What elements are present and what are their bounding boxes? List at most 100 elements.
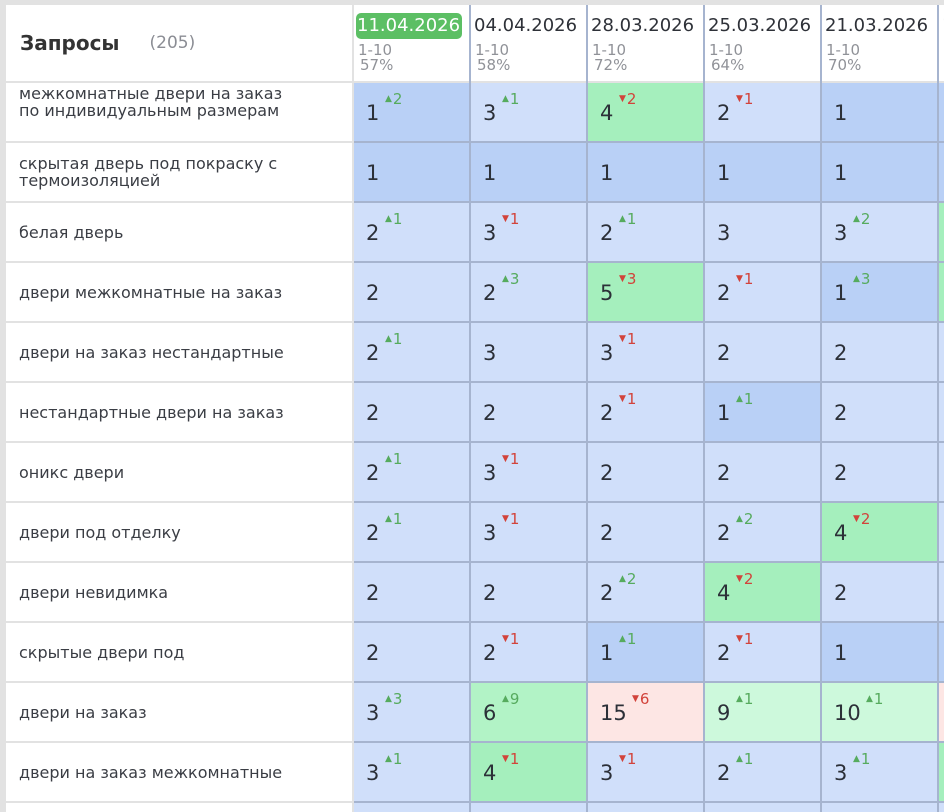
position-cell[interactable]: 4 ▼2	[822, 503, 937, 563]
position-cell[interactable]	[939, 143, 944, 203]
date-label[interactable]: 28.03.2026	[591, 15, 695, 36]
position-cell[interactable]: 1	[822, 83, 937, 143]
query-row[interactable]: скрытые двери под	[6, 623, 352, 683]
date-column-header[interactable]: 21.03.2026 1-10 70%	[822, 5, 937, 83]
position-cell[interactable]: 2 ▼1	[705, 623, 820, 683]
date-column-header[interactable]: 25.03.2026 1-10 64%	[705, 5, 820, 83]
position-cell[interactable]: 3 ▼1	[471, 203, 586, 263]
position-cell[interactable]: 3	[705, 203, 820, 263]
position-cell[interactable]: 2 ▲1	[588, 203, 703, 263]
position-cell[interactable]	[939, 743, 944, 803]
position-cell[interactable]	[939, 623, 944, 683]
query-row[interactable]: двери невидимка	[6, 563, 352, 623]
position-cell[interactable]: 9 ▲1	[705, 683, 820, 743]
date-label[interactable]: 1	[941, 13, 944, 39]
date-label[interactable]: 04.04.2026	[474, 15, 578, 36]
position-cell[interactable]: 2	[822, 563, 937, 623]
date-column-header[interactable]: 11.04.2026 1-10 57%	[354, 5, 469, 83]
query-row[interactable]: межкомнатные двери на заказ по индивидуа…	[6, 83, 352, 143]
position-cell[interactable]: 2	[471, 563, 586, 623]
position-cell[interactable]: 3 ▼1	[588, 743, 703, 803]
position-cell[interactable]: 2 ▲1	[354, 443, 469, 503]
position-cell[interactable]: 2 ▼1	[588, 383, 703, 443]
position-cell[interactable]: 5 ▼3	[588, 263, 703, 323]
position-cell[interactable]: 1	[822, 623, 937, 683]
position-cell[interactable]: 2	[354, 383, 469, 443]
date-label[interactable]: 25.03.2026	[708, 15, 812, 36]
position-cell[interactable]: 4 ▼1	[471, 743, 586, 803]
position-cell[interactable]	[705, 803, 820, 812]
position-cell[interactable]: 2 ▼1	[471, 623, 586, 683]
position-cell[interactable]	[939, 803, 944, 812]
position-cell[interactable]: 1	[471, 143, 586, 203]
position-cell[interactable]	[822, 803, 937, 812]
position-cell[interactable]: 2 ▼1	[705, 263, 820, 323]
position-cell[interactable]: 2	[822, 383, 937, 443]
position-cell[interactable]: 2	[822, 443, 937, 503]
position-cell[interactable]: 2 ▲1	[705, 743, 820, 803]
position-cell[interactable]: 3 ▼1	[588, 323, 703, 383]
position-cell[interactable]: 15 ▼6	[588, 683, 703, 743]
query-row[interactable]: двери межкомнатные на заказ	[6, 263, 352, 323]
position-cell[interactable]: 3 ▲2	[822, 203, 937, 263]
position-cell[interactable]: 2 ▲2	[705, 503, 820, 563]
position-cell[interactable]: 3 ▲1	[354, 743, 469, 803]
position-cell[interactable]: 1	[588, 143, 703, 203]
query-row[interactable]: оникс двери	[6, 443, 352, 503]
query-row[interactable]: двери на заказ межкомнатные	[6, 743, 352, 803]
position-cell[interactable]: 4 ▼2	[588, 83, 703, 143]
position-cell[interactable]: 2 ▲1	[354, 203, 469, 263]
position-cell[interactable]: 2	[588, 443, 703, 503]
position-cell[interactable]: 3	[471, 323, 586, 383]
position-cell[interactable]	[939, 443, 944, 503]
position-cell[interactable]: 2	[471, 383, 586, 443]
query-row[interactable]: двери на заказ	[6, 683, 352, 743]
query-row[interactable]: двери под отделку	[6, 503, 352, 563]
query-row[interactable]: нестандартные двери на заказ	[6, 383, 352, 443]
position-cell[interactable]	[939, 383, 944, 443]
position-cell[interactable]: 1	[354, 143, 469, 203]
position-cell[interactable]: 2	[822, 323, 937, 383]
position-cell[interactable]: 1 ▲1	[705, 383, 820, 443]
position-cell[interactable]: 10 ▲1	[822, 683, 937, 743]
date-column-header[interactable]: 04.04.2026 1-10 58%	[471, 5, 586, 83]
position-cell[interactable]: 2	[705, 323, 820, 383]
query-row[interactable]: двери на заказ нестандартные	[6, 323, 352, 383]
position-cell[interactable]: 1	[705, 143, 820, 203]
position-cell[interactable]: 2 ▲2	[588, 563, 703, 623]
active-date-badge[interactable]: 11.04.2026	[356, 13, 463, 39]
position-cell[interactable]: 2	[354, 563, 469, 623]
position-cell[interactable]	[471, 803, 586, 812]
position-cell[interactable]	[939, 683, 944, 743]
position-cell[interactable]: 2	[705, 443, 820, 503]
date-label[interactable]: 21.03.2026	[825, 15, 929, 36]
position-cell[interactable]: 1 ▲1	[588, 623, 703, 683]
position-cell[interactable]: 4 ▼2	[705, 563, 820, 623]
position-cell[interactable]	[939, 203, 944, 263]
position-cell[interactable]: 2 ▲1	[354, 323, 469, 383]
position-cell[interactable]: 1 ▲2	[354, 83, 469, 143]
position-cell[interactable]: 3 ▲1	[822, 743, 937, 803]
position-cell[interactable]: 6 ▲9	[471, 683, 586, 743]
date-column-header[interactable]: 28.03.2026 1-10 72%	[588, 5, 703, 83]
position-cell[interactable]	[939, 263, 944, 323]
position-cell[interactable]: 1	[822, 143, 937, 203]
query-row[interactable]: белая дверь	[6, 203, 352, 263]
position-cell[interactable]: 2	[588, 503, 703, 563]
position-cell[interactable]: 2 ▲3	[471, 263, 586, 323]
queries-header[interactable]: Запросы (205)	[6, 5, 352, 83]
position-cell[interactable]	[588, 803, 703, 812]
position-cell[interactable]: 2 ▲1	[354, 503, 469, 563]
position-cell[interactable]	[939, 563, 944, 623]
query-row[interactable]	[6, 803, 352, 812]
position-cell[interactable]	[939, 323, 944, 383]
position-cell[interactable]	[939, 503, 944, 563]
position-cell[interactable]: 1 ▲3	[822, 263, 937, 323]
position-cell[interactable]: 2	[354, 623, 469, 683]
position-cell[interactable]	[354, 803, 469, 812]
query-row[interactable]: скрытая дверь под покраску с термоизоляц…	[6, 143, 352, 203]
position-cell[interactable]: 2 ▼1	[705, 83, 820, 143]
date-column-header[interactable]: 11	[939, 5, 944, 83]
position-cell[interactable]	[939, 83, 944, 143]
position-cell[interactable]: 2	[354, 263, 469, 323]
